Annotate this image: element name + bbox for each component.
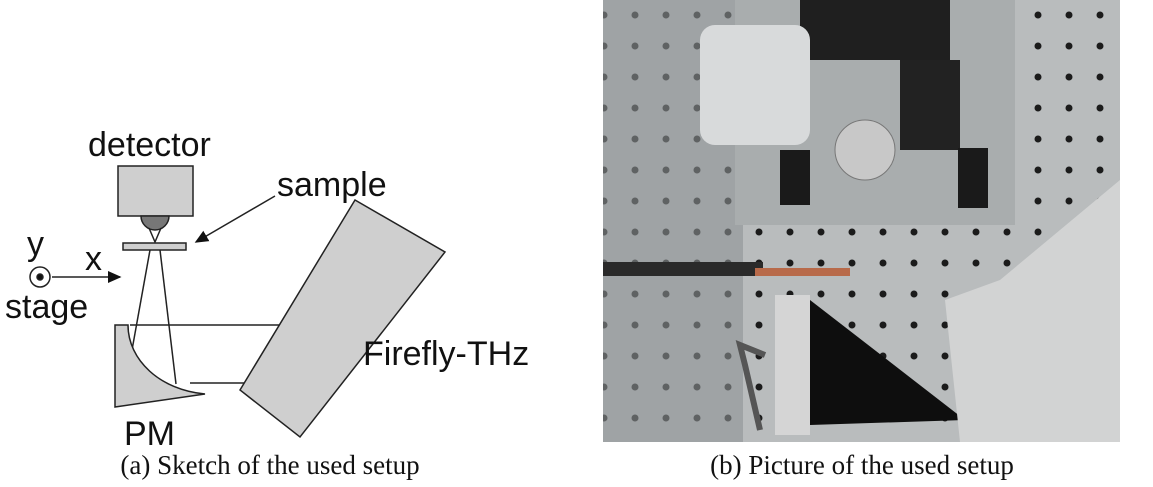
sample-holder: [755, 268, 850, 276]
detector-dome: [141, 216, 169, 230]
battery: [900, 60, 960, 150]
beam: [160, 250, 176, 384]
detector-foil: [700, 25, 810, 145]
label: x: [85, 240, 102, 278]
beam: [132, 250, 150, 350]
label: detector: [88, 126, 211, 164]
sketch: [30, 166, 445, 437]
lens-mount: [835, 120, 895, 180]
caption: (a) Sketch of the used setup: [0, 450, 550, 481]
figure-art: detector sample y x stage PM Firefly-THz: [0, 0, 1153, 448]
parabolic-mirror: [115, 325, 205, 407]
clamp: [780, 150, 810, 205]
caption: (b) Picture of the used setup: [582, 450, 1142, 481]
figure: detector sample y x stage PM Firefly-THz…: [0, 0, 1153, 487]
detector-box: [118, 166, 193, 216]
label: sample: [277, 166, 387, 204]
sample-plate: [123, 243, 186, 250]
post: [775, 295, 810, 435]
label: y: [27, 225, 44, 263]
sample-arrow: [196, 196, 275, 242]
clamp: [958, 148, 988, 208]
source-box: [240, 200, 445, 437]
photo: [603, 0, 1120, 442]
label: PM: [124, 415, 175, 448]
label: stage: [5, 288, 88, 326]
y-axis-dot: [37, 274, 43, 280]
label: Firefly-THz: [363, 335, 529, 373]
mount: [800, 0, 950, 60]
rod: [603, 262, 763, 276]
